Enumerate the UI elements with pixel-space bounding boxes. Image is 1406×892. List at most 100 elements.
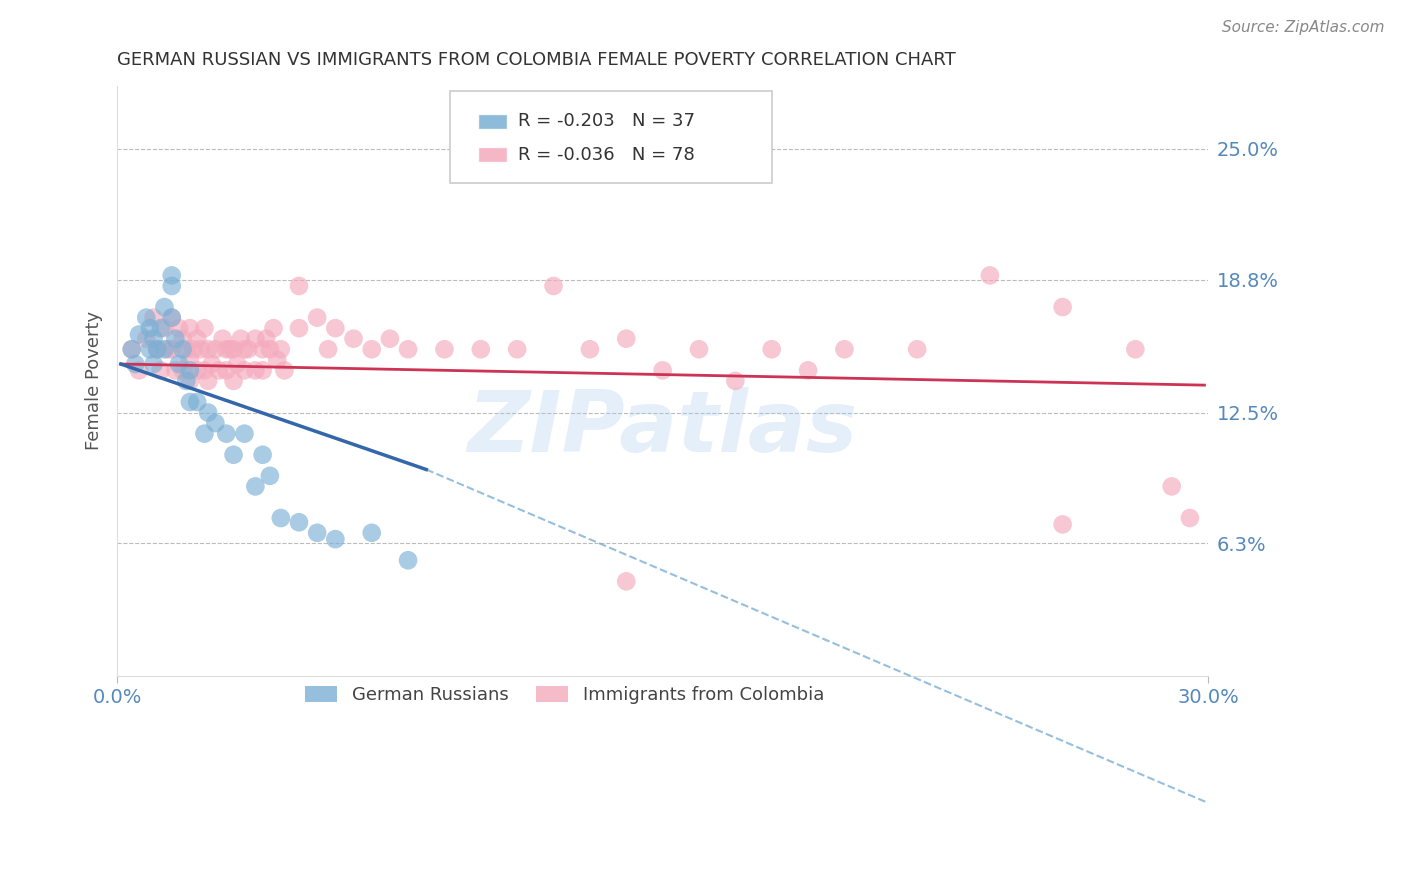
Immigrants from Colombia bbox=[197, 343, 219, 357]
Immigrants from Colombia bbox=[307, 310, 329, 325]
German Russians bbox=[270, 511, 292, 525]
German Russians bbox=[135, 310, 157, 325]
German Russians bbox=[160, 310, 183, 325]
Immigrants from Colombia bbox=[160, 310, 183, 325]
Immigrants from Colombia bbox=[208, 363, 231, 377]
Immigrants from Colombia bbox=[149, 363, 172, 377]
Immigrants from Colombia bbox=[470, 343, 492, 357]
Immigrants from Colombia bbox=[1123, 343, 1146, 357]
Immigrants from Colombia bbox=[470, 142, 492, 156]
Immigrants from Colombia bbox=[1178, 511, 1201, 525]
Text: R = -0.203   N = 37: R = -0.203 N = 37 bbox=[517, 112, 695, 130]
German Russians bbox=[153, 343, 176, 357]
Immigrants from Colombia bbox=[761, 343, 783, 357]
Legend: German Russians, Immigrants from Colombia: German Russians, Immigrants from Colombi… bbox=[298, 679, 831, 712]
Immigrants from Colombia bbox=[252, 343, 274, 357]
Immigrants from Colombia bbox=[153, 321, 176, 335]
Immigrants from Colombia bbox=[254, 332, 277, 346]
German Russians bbox=[128, 327, 150, 342]
German Russians bbox=[160, 279, 183, 293]
German Russians bbox=[222, 448, 245, 462]
Immigrants from Colombia bbox=[142, 310, 165, 325]
Immigrants from Colombia bbox=[273, 363, 295, 377]
FancyBboxPatch shape bbox=[450, 91, 772, 183]
Immigrants from Colombia bbox=[1052, 517, 1074, 532]
Immigrants from Colombia bbox=[316, 343, 339, 357]
German Russians bbox=[288, 516, 311, 530]
Immigrants from Colombia bbox=[201, 357, 224, 371]
Y-axis label: Female Poverty: Female Poverty bbox=[86, 311, 103, 450]
Immigrants from Colombia bbox=[222, 374, 245, 388]
FancyBboxPatch shape bbox=[478, 113, 506, 129]
German Russians bbox=[233, 426, 256, 441]
Text: Source: ZipAtlas.com: Source: ZipAtlas.com bbox=[1222, 20, 1385, 35]
Immigrants from Colombia bbox=[378, 332, 401, 346]
Immigrants from Colombia bbox=[211, 332, 233, 346]
Immigrants from Colombia bbox=[219, 343, 242, 357]
Immigrants from Colombia bbox=[688, 343, 710, 357]
Immigrants from Colombia bbox=[215, 343, 238, 357]
Immigrants from Colombia bbox=[233, 363, 256, 377]
Immigrants from Colombia bbox=[186, 363, 208, 377]
Text: GERMAN RUSSIAN VS IMMIGRANTS FROM COLOMBIA FEMALE POVERTY CORRELATION CHART: GERMAN RUSSIAN VS IMMIGRANTS FROM COLOMB… bbox=[117, 51, 956, 69]
German Russians bbox=[186, 395, 208, 409]
German Russians bbox=[153, 300, 176, 314]
Immigrants from Colombia bbox=[236, 343, 259, 357]
Immigrants from Colombia bbox=[266, 352, 288, 367]
Immigrants from Colombia bbox=[651, 363, 673, 377]
Immigrants from Colombia bbox=[165, 363, 187, 377]
German Russians bbox=[172, 343, 194, 357]
Immigrants from Colombia bbox=[288, 321, 311, 335]
German Russians bbox=[204, 416, 226, 430]
Immigrants from Colombia bbox=[222, 343, 245, 357]
Immigrants from Colombia bbox=[905, 343, 928, 357]
German Russians bbox=[179, 363, 201, 377]
German Russians bbox=[139, 343, 162, 357]
Immigrants from Colombia bbox=[506, 343, 529, 357]
German Russians bbox=[396, 553, 419, 567]
Immigrants from Colombia bbox=[186, 332, 208, 346]
Immigrants from Colombia bbox=[325, 321, 347, 335]
Immigrants from Colombia bbox=[614, 332, 637, 346]
German Russians bbox=[142, 357, 165, 371]
German Russians bbox=[215, 426, 238, 441]
Immigrants from Colombia bbox=[263, 321, 285, 335]
Immigrants from Colombia bbox=[204, 343, 226, 357]
Immigrants from Colombia bbox=[172, 332, 194, 346]
Immigrants from Colombia bbox=[396, 343, 419, 357]
Immigrants from Colombia bbox=[197, 374, 219, 388]
German Russians bbox=[142, 332, 165, 346]
German Russians bbox=[149, 321, 172, 335]
Text: ZIPatlas: ZIPatlas bbox=[468, 386, 858, 470]
German Russians bbox=[307, 525, 329, 540]
Immigrants from Colombia bbox=[579, 343, 602, 357]
Immigrants from Colombia bbox=[157, 343, 180, 357]
German Russians bbox=[197, 406, 219, 420]
Immigrants from Colombia bbox=[167, 321, 190, 335]
Immigrants from Colombia bbox=[288, 279, 311, 293]
Immigrants from Colombia bbox=[342, 332, 364, 346]
Immigrants from Colombia bbox=[724, 374, 747, 388]
Immigrants from Colombia bbox=[360, 343, 382, 357]
Immigrants from Colombia bbox=[128, 363, 150, 377]
Immigrants from Colombia bbox=[245, 363, 267, 377]
German Russians bbox=[124, 357, 146, 371]
Immigrants from Colombia bbox=[614, 574, 637, 589]
Immigrants from Colombia bbox=[174, 343, 197, 357]
German Russians bbox=[179, 395, 201, 409]
Immigrants from Colombia bbox=[979, 268, 1001, 283]
Immigrants from Colombia bbox=[146, 343, 169, 357]
German Russians bbox=[121, 343, 143, 357]
German Russians bbox=[360, 525, 382, 540]
Immigrants from Colombia bbox=[834, 343, 856, 357]
Immigrants from Colombia bbox=[229, 332, 252, 346]
Immigrants from Colombia bbox=[797, 363, 820, 377]
Immigrants from Colombia bbox=[252, 363, 274, 377]
Immigrants from Colombia bbox=[226, 357, 249, 371]
Immigrants from Colombia bbox=[135, 332, 157, 346]
Immigrants from Colombia bbox=[190, 343, 212, 357]
Immigrants from Colombia bbox=[543, 279, 565, 293]
German Russians bbox=[167, 357, 190, 371]
German Russians bbox=[245, 479, 267, 493]
Immigrants from Colombia bbox=[183, 343, 205, 357]
